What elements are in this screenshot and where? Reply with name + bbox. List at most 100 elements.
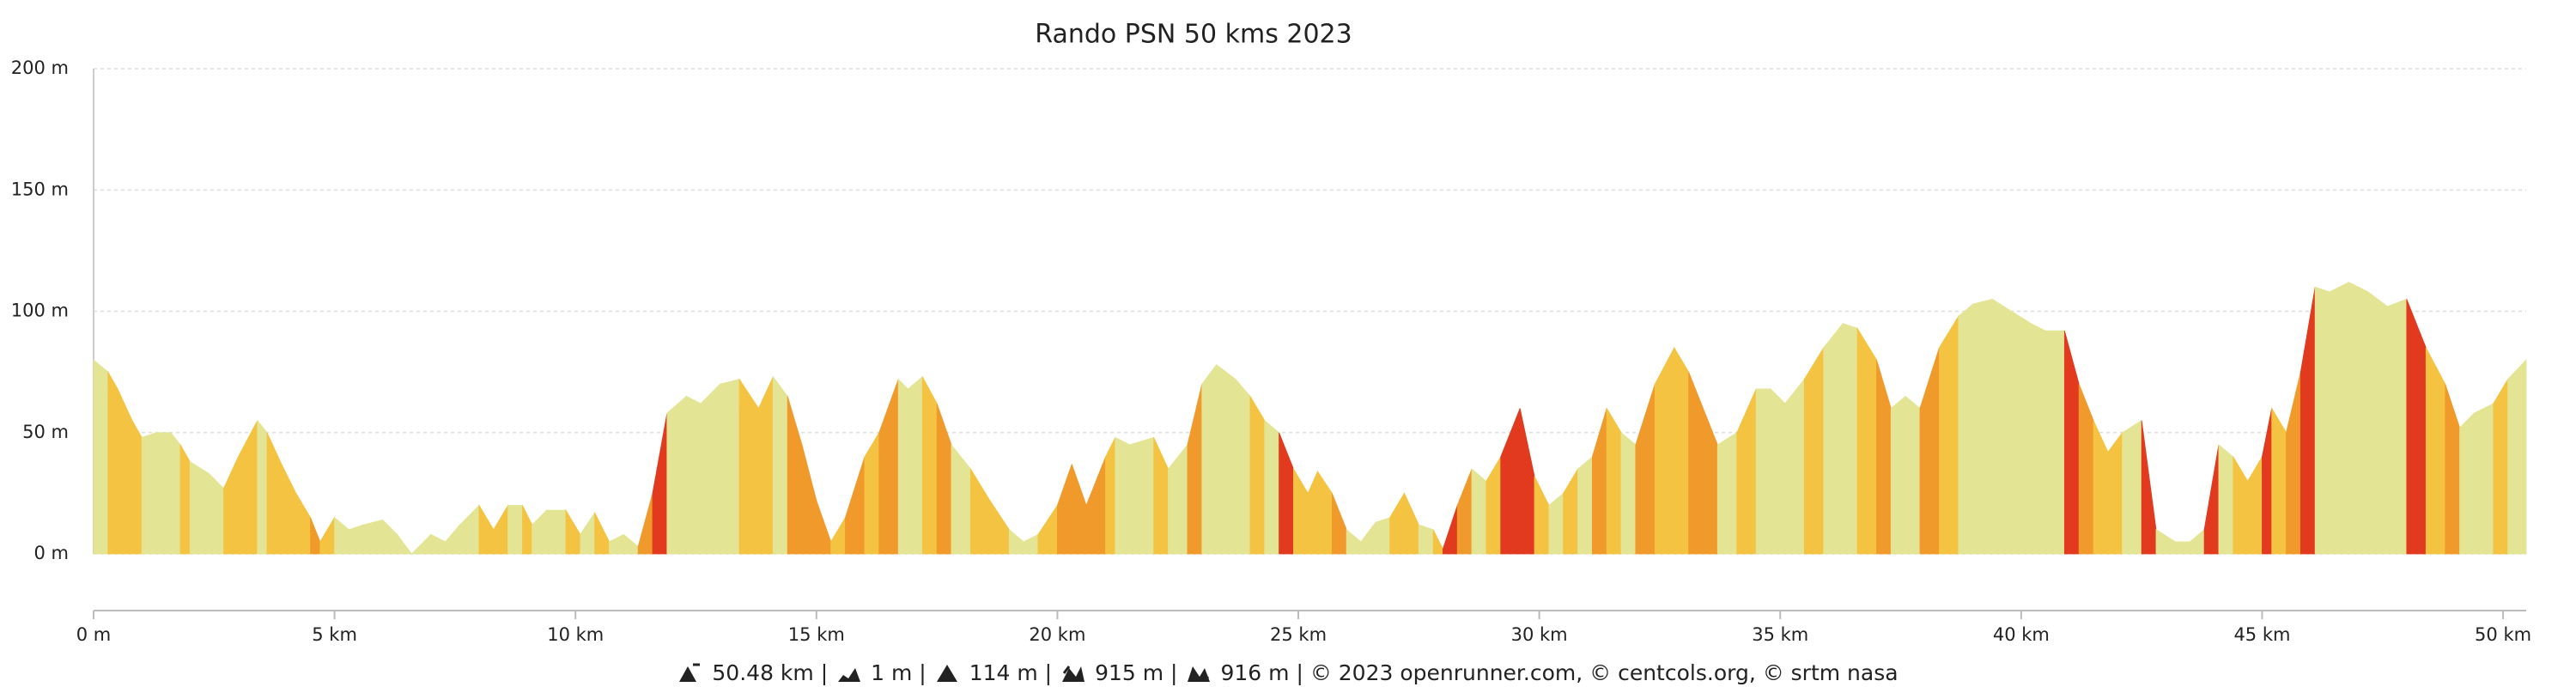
slope-segment [594, 512, 610, 555]
slope-segment [565, 508, 581, 555]
slope-segment [2473, 403, 2494, 555]
slope-segment [2247, 455, 2263, 555]
slope-segment [2063, 330, 2080, 555]
slope-segment [1471, 468, 1487, 555]
slope-segment [93, 359, 109, 555]
slope-segment [1500, 408, 1521, 555]
slope-segment [1534, 476, 1550, 555]
slope-segment [223, 456, 239, 555]
slope-segment [179, 443, 191, 555]
slope-segment [1856, 326, 1877, 555]
slope-segment [908, 375, 923, 555]
slope-segment [1905, 395, 1921, 555]
slope-segment [970, 467, 991, 555]
slope-segment [1803, 346, 1825, 555]
x-tick-label: 20 km [1029, 624, 1085, 645]
slope-segment [141, 432, 157, 555]
slope-segment [1307, 471, 1318, 555]
slope-segment [281, 464, 297, 555]
x-tick-label: 35 km [1752, 624, 1808, 645]
slope-segment [410, 533, 432, 555]
x-tick-label: 10 km [547, 624, 604, 645]
slope-segment [1331, 493, 1347, 555]
slope-segment [2030, 322, 2046, 555]
slope-segment [2286, 372, 2301, 555]
y-tick-label: 200 m [11, 58, 69, 78]
y-tick-label: 50 m [22, 422, 69, 442]
y-tick-label: 0 m [34, 543, 70, 563]
slope-segment [685, 395, 702, 555]
slope-segment [623, 533, 639, 555]
slope-segment [1876, 359, 1892, 555]
slope-segment [2233, 455, 2249, 555]
x-tick-label: 0 m [76, 624, 112, 645]
descent-icon [1188, 666, 1211, 682]
slope-segment [1842, 323, 1858, 555]
slope-segment [170, 431, 181, 555]
max-altitude-icon [936, 665, 957, 682]
slope-segment [522, 505, 533, 555]
slope-segment [1519, 408, 1535, 555]
slope-segment [459, 504, 480, 555]
x-tick-label: 45 km [2233, 624, 2290, 645]
slope-segment [1201, 363, 1218, 555]
slope-segment [1037, 504, 1058, 555]
slope-segment [1115, 436, 1131, 555]
slope-segment [2078, 384, 2094, 555]
distance-icon [679, 663, 701, 682]
slope-segment [1823, 322, 1844, 555]
slope-segment [507, 505, 523, 555]
slope-segment [936, 403, 952, 555]
slope-segment [295, 491, 311, 555]
slope-segment [131, 419, 143, 555]
slope-segment [189, 460, 210, 555]
chart-title: Rando PSN 50 kms 2023 [1035, 20, 1352, 50]
slope-segment [1057, 464, 1072, 555]
slope-segment [1770, 387, 1786, 555]
slope-segment [1563, 467, 1578, 555]
slope-segment [382, 519, 398, 555]
slope-segment [2314, 286, 2330, 555]
footer-ascent: 915 m | [1095, 660, 1178, 685]
slope-segment [2348, 281, 2369, 555]
slope-segment [319, 516, 336, 555]
slope-segment [1279, 432, 1294, 555]
slope-segment [1591, 408, 1607, 555]
slope-segment [1418, 524, 1434, 555]
slope-segment [2425, 347, 2446, 555]
slope-segment [2459, 412, 2475, 555]
slope-segment [1606, 407, 1622, 555]
slope-segment [2386, 298, 2408, 555]
slope-segment [1654, 347, 1675, 555]
slope-segment [2406, 299, 2427, 555]
slope-segment [2011, 310, 2032, 555]
slope-segment [1168, 443, 1188, 555]
footer-max-altitude: 114 m | [969, 660, 1053, 685]
slope-segment [155, 432, 172, 555]
slope-segment [2329, 281, 2349, 555]
slope-segment [816, 500, 832, 555]
slope-segment [2044, 330, 2065, 555]
slope-segment [1235, 378, 1251, 555]
slope-segment [637, 493, 653, 555]
footer-distance: 50.48 km | [712, 660, 829, 685]
slope-segment [1071, 464, 1087, 555]
slope-segment [921, 376, 938, 555]
slope-segment [2218, 444, 2234, 555]
x-tick-label: 5 km [312, 624, 357, 645]
slope-segment [1293, 467, 1309, 555]
slope-segment [1958, 303, 1974, 555]
slope-segment [666, 395, 687, 555]
slope-segment [2122, 419, 2142, 555]
slope-segment [2107, 431, 2123, 555]
x-tick-label: 50 km [2475, 624, 2531, 645]
slope-segment [580, 511, 596, 555]
slope-segment [349, 524, 364, 555]
slope-segment [1442, 505, 1458, 555]
slope-segment [1346, 528, 1362, 555]
slope-segment [107, 370, 118, 555]
slope-segment [720, 379, 740, 555]
y-tick-label: 100 m [11, 301, 69, 321]
slope-segment [257, 419, 268, 555]
chart: Rando PSN 50 kms 2023 0 m 50 m 100 m 150 m 2… [11, 20, 2531, 646]
